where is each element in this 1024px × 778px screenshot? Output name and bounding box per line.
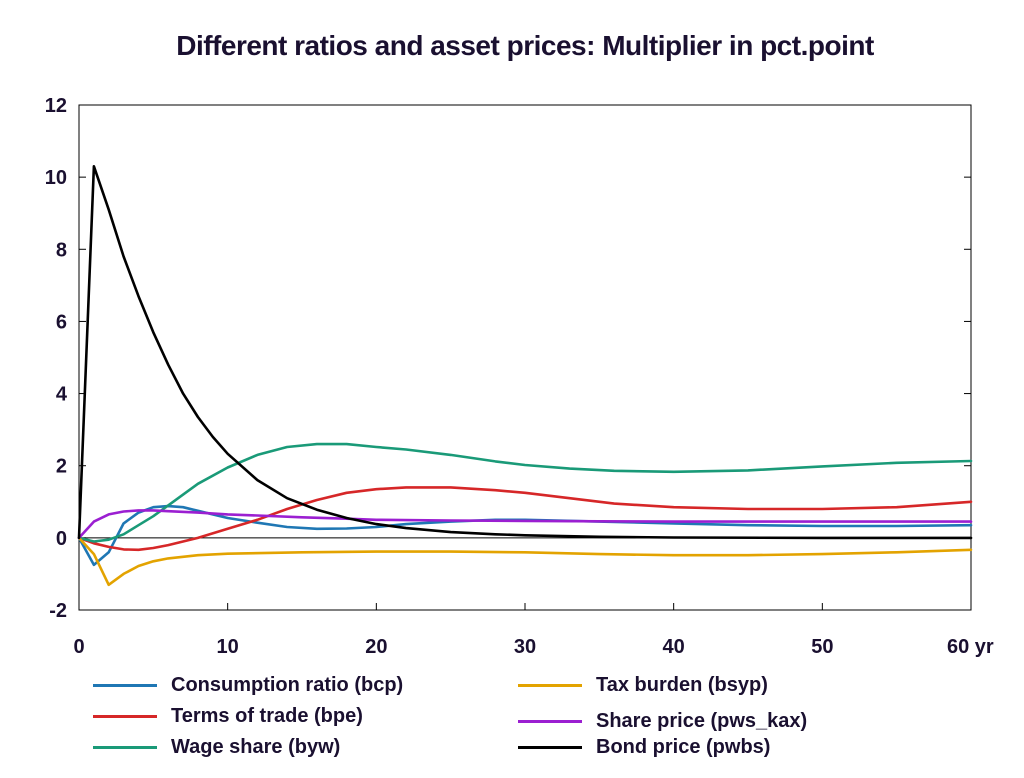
legend-label: Share price (pws_kax) bbox=[596, 709, 808, 732]
y-tick-label: 12 bbox=[45, 95, 67, 117]
legend-swatch bbox=[518, 719, 582, 723]
y-tick-label: 6 bbox=[56, 311, 67, 333]
x-tick-label: 60 yr bbox=[947, 636, 994, 658]
x-tick-label: 50 bbox=[811, 636, 833, 658]
y-tick-label: 4 bbox=[56, 384, 68, 406]
legend-swatch bbox=[518, 745, 582, 749]
x-tick-label: 0 bbox=[73, 636, 84, 658]
axes: -2 0 2 4 6 8 10 12 0 10 20 30 40 50 60 yr bbox=[45, 95, 994, 658]
y-tick-label: 10 bbox=[45, 167, 67, 189]
legend-label: Bond price (pwbs) bbox=[596, 735, 771, 758]
legend-label: Wage share (byw) bbox=[171, 735, 341, 758]
legend-label: Tax burden (bsyp) bbox=[596, 673, 768, 696]
legend-label: Consumption ratio (bcp) bbox=[171, 673, 404, 696]
series-line-6 bbox=[77, 165, 973, 540]
x-tick-label: 10 bbox=[217, 636, 239, 658]
legend-swatch bbox=[518, 683, 582, 687]
x-tick-label: 40 bbox=[663, 636, 685, 658]
series-line-5 bbox=[77, 509, 973, 540]
x-tick-label: 30 bbox=[514, 636, 536, 658]
legend-item: Share price (pws_kax) bbox=[518, 709, 807, 733]
legend-item: Tax burden (bsyp) bbox=[518, 673, 768, 697]
y-tick-label: 0 bbox=[56, 528, 67, 550]
series-lines bbox=[77, 165, 973, 587]
y-tick-label: -2 bbox=[49, 600, 67, 622]
chart-title: Different ratios and asset prices: Multi… bbox=[176, 30, 874, 61]
legend-item: Bond price (pwbs) bbox=[518, 735, 770, 759]
y-tick-label: 2 bbox=[56, 456, 67, 478]
series-line-1 bbox=[77, 504, 973, 567]
series-line-3 bbox=[77, 442, 973, 543]
series-line-2 bbox=[77, 486, 973, 552]
legend-item: Wage share (byw) bbox=[93, 735, 340, 759]
legend-item: Terms of trade (bpe) bbox=[93, 704, 363, 728]
legend-swatch bbox=[93, 683, 157, 687]
legend-swatch bbox=[93, 745, 157, 749]
y-tick-label: 8 bbox=[56, 239, 67, 261]
legend-item: Consumption ratio (bcp) bbox=[93, 673, 403, 697]
x-tick-label: 20 bbox=[365, 636, 387, 658]
legend-swatch bbox=[93, 714, 157, 718]
series-line-4 bbox=[77, 536, 973, 587]
legend-label: Terms of trade (bpe) bbox=[171, 704, 363, 727]
